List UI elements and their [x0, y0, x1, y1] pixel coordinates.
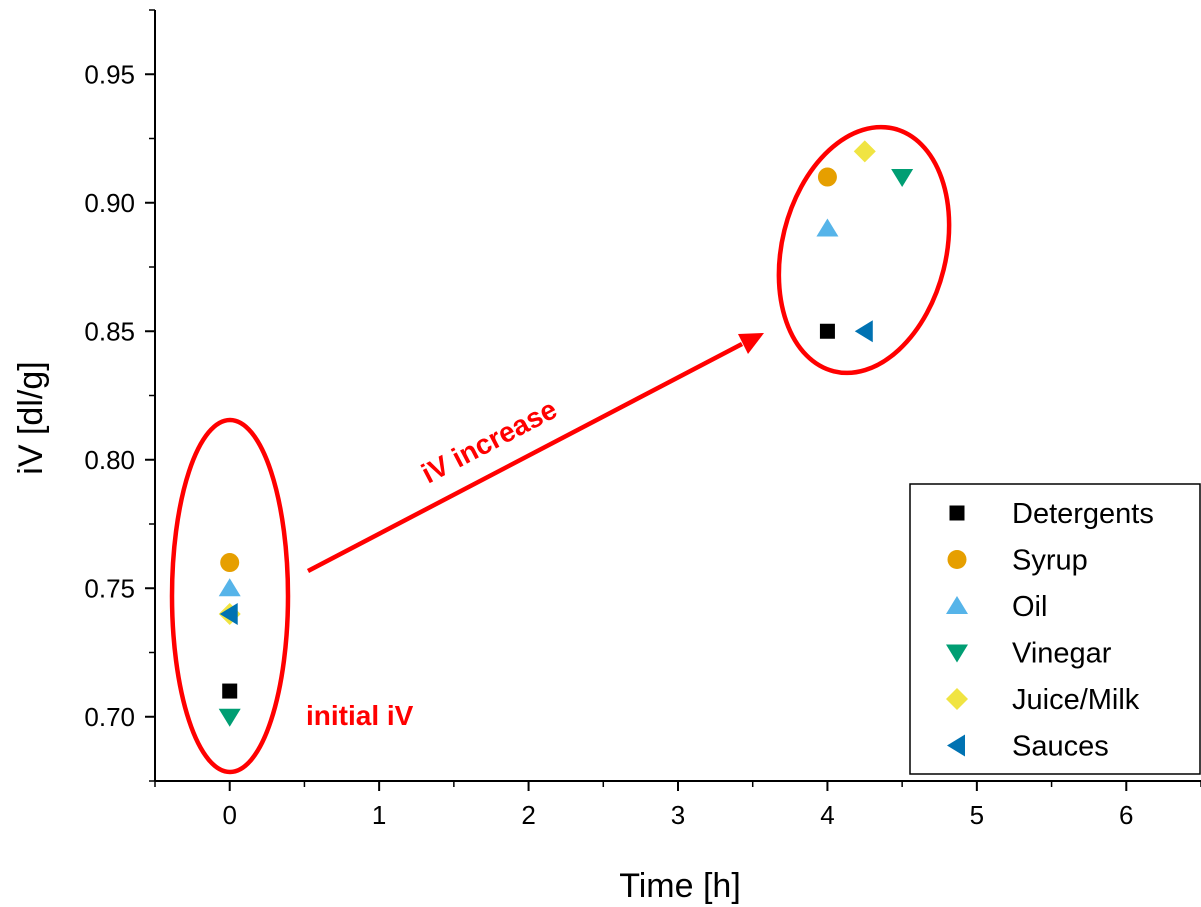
legend-label-sauces: Sauces [1012, 731, 1109, 763]
data-point-vinegar [891, 169, 914, 188]
data-point-detergents [222, 683, 238, 699]
legend-marker-syrup [947, 550, 967, 569]
data-point-sauces [219, 602, 238, 625]
legend-marker-detergents [949, 505, 965, 521]
data-point-oil [816, 218, 839, 237]
x-tick-label: 0 [222, 800, 236, 830]
y-axis-ticks: 0.70 0.75 0.80 0.85 0.90 0.95 [84, 9, 155, 782]
legend-label-syrup: Syrup [1012, 545, 1088, 577]
x-tick-label: 3 [671, 800, 685, 830]
data-point-vinegar [218, 708, 241, 727]
legend-marker-oil [946, 596, 968, 614]
legend-entries: Detergents Syrup Oil Vinegar Juice/Milk Sauce… [946, 498, 1154, 763]
legend-marker-sauces [947, 734, 965, 757]
legend-label-juice-milk: Juice/Milk [1012, 684, 1140, 716]
x-tick-label: 5 [970, 800, 984, 830]
x-axis-ticks: 0 1 2 3 4 5 6 [154, 781, 1201, 830]
y-tick-label: 0.70 [84, 702, 135, 732]
annotation-initial-iv: initial iV [306, 700, 414, 731]
legend-box [909, 483, 1201, 775]
x-axis-title: Time [h] [619, 867, 741, 905]
y-tick-label: 0.80 [84, 445, 135, 475]
x-tick-label: 6 [1119, 800, 1133, 830]
y-tick-label: 0.95 [84, 59, 135, 89]
legend-label-detergents: Detergents [1012, 498, 1154, 530]
data-point-detergents [819, 323, 835, 339]
y-tick-label: 0.75 [84, 573, 135, 603]
final-iv-ellipse [776, 124, 952, 376]
x-tick-label: 2 [521, 800, 535, 830]
legend: Detergents Syrup Oil Vinegar Juice/Milk Sauce… [909, 483, 1201, 775]
data-point-oil [218, 578, 241, 597]
data-point-juice-milk [853, 140, 876, 163]
y-tick-label: 0.85 [84, 316, 135, 346]
data-point-syrup [817, 167, 837, 187]
increase-arrow-head [738, 333, 764, 354]
increase-arrow-shaft [306, 342, 744, 573]
legend-label-oil: Oil [1012, 591, 1047, 623]
data-points [218, 140, 914, 727]
legend-marker-vinegar [946, 644, 968, 663]
data-point-sauces [854, 320, 873, 343]
data-point-syrup [220, 553, 240, 573]
x-tick-label: 4 [820, 800, 834, 830]
legend-label-vinegar: Vinegar [1012, 638, 1112, 670]
y-tick-label: 0.90 [84, 188, 135, 218]
annotations: initial iV iV increase [169, 124, 952, 775]
initial-iv-ellipse [169, 417, 291, 775]
x-tick-label: 1 [372, 800, 386, 830]
y-axis-title: iV [dl/g] [12, 361, 50, 474]
legend-marker-juice-milk [946, 688, 968, 710]
